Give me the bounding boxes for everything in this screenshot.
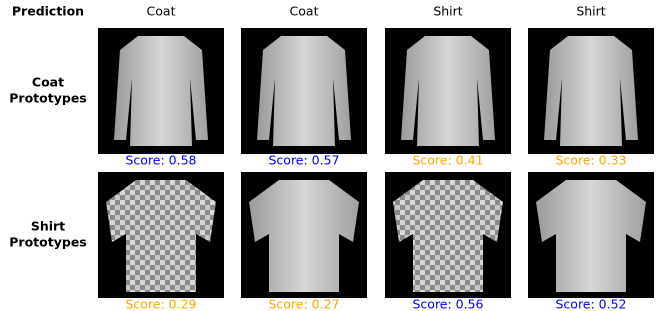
figure: Prediction CoatCoatShirtShirtCoatPrototy… xyxy=(0,0,660,311)
row-label: Prototypes xyxy=(9,91,86,106)
score-label: Score: 0.58 xyxy=(125,153,196,168)
score-label: Score: 0.27 xyxy=(268,297,339,311)
score-label: Score: 0.29 xyxy=(125,297,196,311)
header-title: Prediction xyxy=(12,4,84,19)
column-label: Coat xyxy=(147,4,176,19)
score-label: Score: 0.41 xyxy=(412,153,483,168)
column-label: Shirt xyxy=(576,4,605,19)
column-label: Coat xyxy=(290,4,319,19)
score-label: Score: 0.52 xyxy=(555,297,626,311)
row-label: Coat xyxy=(32,75,64,90)
row-label: Shirt xyxy=(31,219,65,234)
row-label: Prototypes xyxy=(9,235,86,250)
score-label: Score: 0.56 xyxy=(412,297,483,311)
score-label: Score: 0.33 xyxy=(555,153,626,168)
column-label: Shirt xyxy=(433,4,462,19)
score-label: Score: 0.57 xyxy=(268,153,339,168)
